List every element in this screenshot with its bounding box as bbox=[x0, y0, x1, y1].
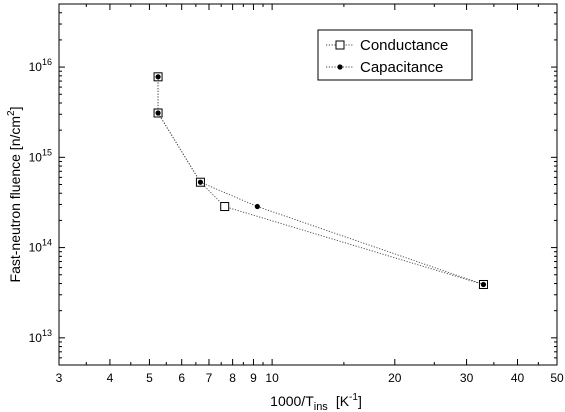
legend: Conductance Capacitance bbox=[317, 29, 473, 81]
x-tick-label: 9 bbox=[250, 371, 257, 385]
legend-marker bbox=[337, 64, 343, 70]
series-capacitance bbox=[155, 74, 487, 288]
data-point bbox=[197, 179, 204, 185]
x-tick-label: 8 bbox=[229, 371, 236, 385]
legend-entry: Capacitance bbox=[326, 59, 443, 76]
legend-label: Conductance bbox=[360, 37, 448, 54]
x-tick-label: 20 bbox=[388, 371, 402, 385]
x-axis-label-sub: ins bbox=[314, 401, 329, 412]
ticks-layer: 3 4 5 6 7 8 9 10 20 30 40 50 1013 1014 1015 1016 bbox=[29, 4, 564, 385]
x-tick-label: 30 bbox=[460, 371, 474, 385]
x-axis-label-close: ] bbox=[358, 393, 362, 409]
x-tick-label: 10 bbox=[265, 371, 279, 385]
x-tick-label: 3 bbox=[56, 371, 63, 385]
legend-box bbox=[317, 29, 473, 81]
y-axis-label: Fast-neutron fluence [n/cm2] bbox=[6, 107, 23, 283]
y-axis-label-main: Fast-neutron fluence [n/cm bbox=[7, 116, 23, 283]
x-axis-label-sup: -1 bbox=[349, 392, 358, 403]
x-tick-label: 7 bbox=[206, 371, 213, 385]
legend-entry: Conductance bbox=[326, 37, 448, 54]
y-tick-label: 1014 bbox=[29, 238, 52, 255]
series-layer bbox=[153, 72, 488, 289]
legend-marker bbox=[335, 40, 345, 50]
x-tick-label: 4 bbox=[107, 371, 114, 385]
y-tick-label: 1016 bbox=[29, 57, 52, 74]
y-tick-label: 1013 bbox=[29, 328, 52, 345]
x-tick-label: 5 bbox=[146, 371, 153, 385]
data-point bbox=[254, 203, 260, 210]
y-axis-label-sup: 2 bbox=[6, 110, 17, 116]
data-point bbox=[155, 110, 161, 116]
data-point bbox=[155, 74, 161, 80]
data-point bbox=[220, 202, 230, 212]
x-tick-label: 40 bbox=[511, 371, 525, 385]
y-axis-label-close: ] bbox=[7, 107, 23, 111]
legend-label: Capacitance bbox=[360, 59, 443, 76]
x-axis-label-unit: [K bbox=[336, 393, 350, 409]
series-line bbox=[157, 76, 484, 285]
x-axis-label-main: 1000/T bbox=[270, 393, 314, 409]
x-tick-label: 6 bbox=[178, 371, 185, 385]
x-tick-label: 50 bbox=[550, 371, 564, 385]
y-tick-label: 1015 bbox=[29, 147, 52, 164]
data-point bbox=[480, 281, 487, 288]
x-axis-label: 1000/Tins [K-1] bbox=[270, 392, 362, 412]
